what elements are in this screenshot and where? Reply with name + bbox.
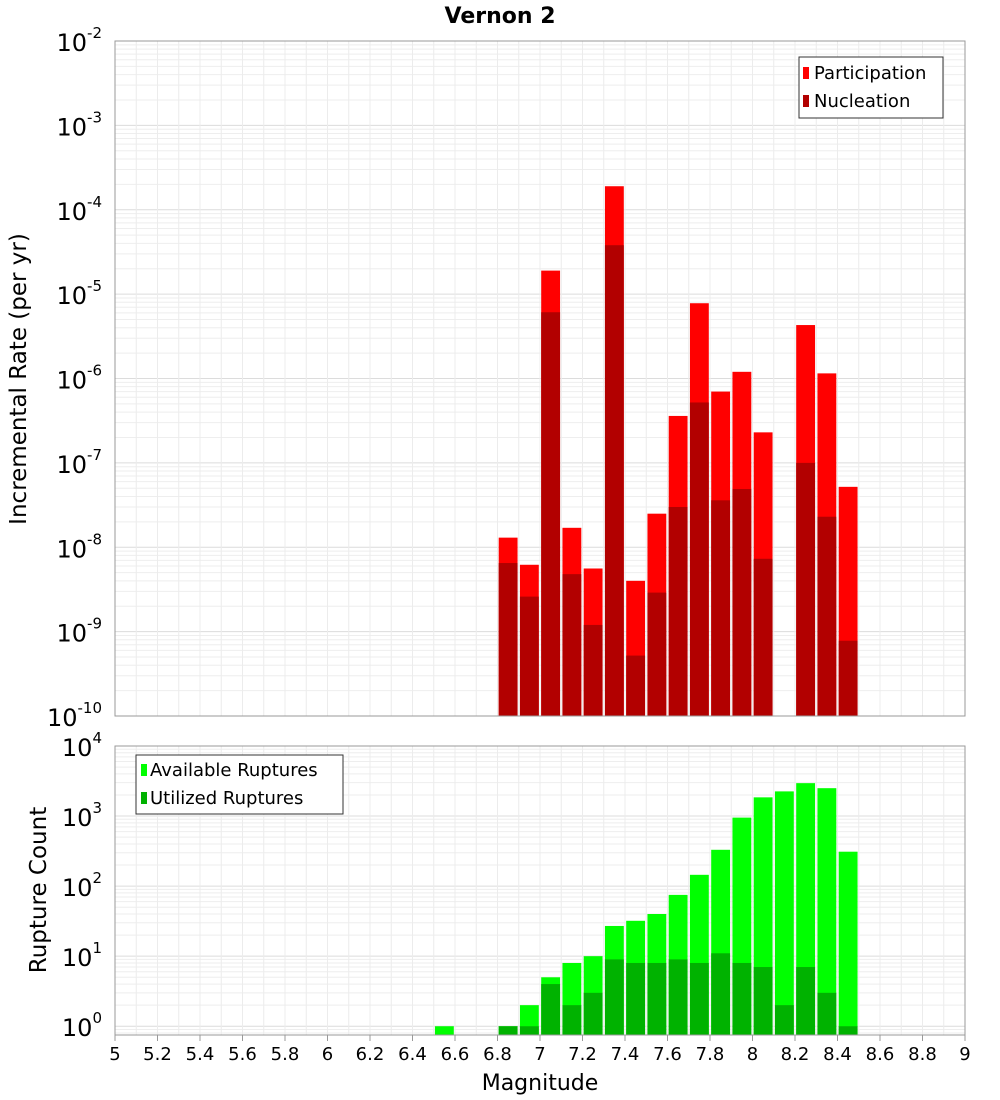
x-tick-label: 5 (109, 1044, 120, 1065)
bar-nucleation (541, 312, 561, 716)
top-bars (498, 186, 858, 717)
bar-utilized (519, 1026, 539, 1035)
y-tick-label: 10-7 (56, 446, 102, 479)
x-tick-label: 8.8 (908, 1044, 937, 1065)
x-tick-label: 7.6 (653, 1044, 682, 1065)
x-tick-label: 9 (959, 1044, 970, 1065)
bar-utilized (562, 1005, 582, 1035)
bottom-legend-box (135, 754, 344, 815)
legend-available-label: Available Ruptures (150, 760, 318, 781)
legend-available-swatch (141, 764, 147, 776)
bottom-legend: Available Ruptures Utilized Ruptures (135, 754, 344, 815)
bar-nucleation (732, 489, 752, 716)
bar-utilized (753, 967, 773, 1035)
y-tick-label: 10-5 (56, 277, 102, 310)
y-tick-label: 10-9 (56, 615, 102, 648)
x-tick-label: 6.4 (398, 1044, 427, 1065)
legend-nucleation-label: Nucleation (814, 91, 910, 112)
bar-utilized (647, 962, 667, 1035)
top-y-ticks: 10-2 10-3 10-4 10-5 10-6 10-7 10-8 10-9 10-10 (47, 24, 102, 732)
y-tick-label: 101 (62, 939, 102, 972)
x-tick-label: 6 (322, 1044, 333, 1065)
y-tick-label: 10-2 (56, 24, 102, 57)
bar-nucleation (604, 245, 624, 717)
bar-nucleation (519, 596, 539, 716)
bar-available (838, 851, 858, 1035)
x-tick-label: 8.2 (781, 1044, 810, 1065)
x-tick-label: 6.6 (441, 1044, 470, 1065)
top-y-axis-label: Incremental Rate (per yr) (6, 233, 32, 525)
bar-utilized (668, 959, 688, 1035)
bar-utilized (626, 962, 646, 1035)
x-axis-ticks: 5 5.2 5.4 5.6 5.8 6 6.2 6.4 6.6 6.8 7 7.2 7.4 7.6 7.8 8… (109, 1035, 971, 1065)
x-tick-label: 7 (534, 1044, 545, 1065)
bar-utilized (774, 1005, 794, 1035)
y-tick-label: 10-10 (47, 699, 102, 732)
x-tick-label: 7.8 (696, 1044, 725, 1065)
legend-participation-label: Participation (814, 63, 926, 84)
y-tick-label: 10-4 (56, 193, 102, 226)
y-tick-label: 10-8 (56, 530, 102, 563)
bar-nucleation (647, 592, 667, 716)
bottom-y-axis-label: Rupture Count (26, 807, 52, 973)
x-tick-label: 8 (747, 1044, 758, 1065)
legend-utilized-label: Utilized Ruptures (150, 788, 303, 809)
bottom-bars (434, 783, 858, 1035)
y-tick-label: 103 (62, 799, 102, 832)
legend-nucleation-swatch (803, 95, 809, 107)
rupture-count-chart: 104 103 102 101 100 Rupture Count Available … (26, 729, 966, 1042)
bar-nucleation (498, 563, 518, 716)
legend-participation-swatch (803, 67, 809, 79)
bar-nucleation (562, 574, 582, 716)
bar-utilized (583, 992, 603, 1035)
bar-utilized (689, 962, 709, 1035)
y-tick-label: 102 (62, 869, 102, 902)
x-tick-label: 7.4 (611, 1044, 640, 1065)
y-tick-label: 104 (62, 729, 102, 762)
bar-nucleation (838, 640, 858, 716)
bar-utilized (604, 959, 624, 1035)
bar-utilized (817, 992, 837, 1035)
bar-nucleation (626, 655, 646, 716)
x-tick-label: 8.6 (866, 1044, 895, 1065)
x-tick-label: 5.4 (186, 1044, 215, 1065)
bar-utilized (711, 953, 731, 1035)
x-tick-label: 7.2 (568, 1044, 597, 1065)
x-tick-label: 5.8 (271, 1044, 300, 1065)
top-legend-box (798, 56, 944, 119)
top-grid (114, 40, 966, 717)
bottom-y-ticks: 104 103 102 101 100 (62, 729, 102, 1042)
x-tick-label: 6.2 (356, 1044, 385, 1065)
bar-available (817, 788, 837, 1035)
x-axis-label: Magnitude (482, 1071, 599, 1096)
bar-nucleation (753, 558, 773, 716)
x-tick-label: 6.8 (483, 1044, 512, 1065)
bar-nucleation (689, 402, 709, 716)
bar-utilized (838, 1026, 858, 1035)
bar-utilized (796, 967, 816, 1035)
chart-title: Vernon 2 (445, 4, 556, 29)
bar-nucleation (817, 516, 837, 716)
y-tick-label: 100 (62, 1009, 102, 1042)
top-legend: Participation Nucleation (798, 56, 944, 119)
x-tick-label: 5.6 (228, 1044, 257, 1065)
bar-available (434, 1026, 454, 1035)
bar-utilized (498, 1026, 518, 1035)
participation-chart: 10-2 10-3 10-4 10-5 10-6 10-7 10-8 10-9 10-10 In… (6, 24, 966, 732)
bar-nucleation (796, 462, 816, 716)
bar-nucleation (668, 506, 688, 716)
x-tick-label: 5.2 (143, 1044, 172, 1065)
y-tick-label: 10-3 (56, 108, 102, 141)
bar-utilized (732, 962, 752, 1035)
x-tick-label: 8.4 (823, 1044, 852, 1065)
bar-utilized (541, 984, 561, 1035)
top-plot-frame (114, 40, 966, 717)
y-tick-label: 10-6 (56, 362, 102, 395)
bar-nucleation (711, 500, 731, 716)
bar-nucleation (583, 624, 603, 716)
bar-available (774, 791, 794, 1035)
legend-utilized-swatch (141, 792, 147, 804)
